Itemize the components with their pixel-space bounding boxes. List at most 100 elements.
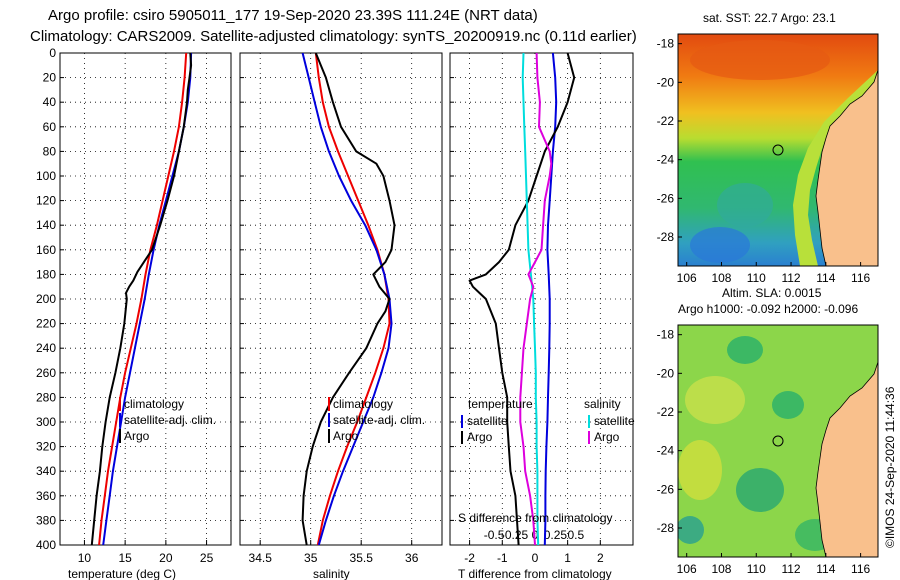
map-lat-label: -22: [657, 114, 675, 128]
s-tick-label: -0.5: [484, 528, 505, 542]
sla-high-patch: [678, 440, 722, 500]
difference-series: [468, 53, 576, 545]
depth-tick-label: 380: [36, 513, 56, 527]
temperature-legend: climatology satellite-adj. clim. Argo: [119, 397, 216, 443]
x-tick-label: 2: [597, 551, 604, 565]
map-lat-label: -28: [657, 230, 675, 244]
sla-low-patch: [772, 391, 804, 419]
sst-land: [815, 69, 878, 266]
title-line-1: Argo profile: csiro 5905011_177 19-Sep-2…: [48, 7, 538, 24]
sla-map-frame: [677, 324, 879, 558]
sla-map-title: Altim. SLA: 0.0015: [722, 286, 822, 300]
legend-temperature-heading: temperature: [468, 397, 533, 411]
sla-land: [815, 361, 878, 557]
x-tick-label: 0: [532, 551, 539, 565]
sla-map-heights: Argo h1000: -0.092 h2000: -0.096: [678, 302, 858, 316]
legend-satellite-adj-label: satellite-adj. clim.: [124, 413, 216, 427]
s-difference-tick-labels: -0.5-0.25 0 0.25 0.5: [484, 528, 585, 542]
sst-map-title: sat. SST: 22.7 Argo: 23.1: [703, 11, 836, 25]
title-line-2: Climatology: CARS2009. Satellite-adjuste…: [30, 28, 637, 45]
difference-grid: [450, 52, 633, 546]
series-climatology: [314, 53, 391, 545]
legend-t-satellite-label: satellite: [467, 414, 508, 428]
legend-s-argo-label: Argo: [594, 430, 620, 444]
depth-tick-label: 120: [36, 194, 56, 208]
x-tick-label: -2: [464, 551, 475, 565]
sst-map-frame: [677, 33, 879, 267]
series-salinity-argo: [519, 53, 553, 545]
map-lat-label: -18: [657, 37, 675, 51]
salinity-legend: climatology satellite-adj. clim. Argo: [328, 397, 425, 443]
temperature-tick-labels: 10 15 20 25: [78, 551, 214, 565]
x-tick-label: 15: [118, 551, 132, 565]
s-tick-label: 0.25: [544, 528, 568, 542]
legend-t-argo-label: Argo: [467, 430, 493, 444]
map-lon-label: 108: [711, 271, 731, 285]
depth-tick-label: 240: [36, 341, 56, 355]
sla-low-patch: [727, 336, 763, 364]
salinity-tick-labels: 34.5 35 35.5 36: [249, 551, 419, 565]
legend-climatology-label: climatology: [124, 397, 184, 411]
map-lat-label: -24: [657, 444, 675, 458]
map-lat-label: -26: [657, 482, 675, 496]
map-lon-label: 112: [781, 562, 800, 576]
map-lat-label: -20: [657, 75, 675, 89]
temperature-series: [90, 53, 193, 545]
series-salinity-satellite: [521, 53, 540, 545]
depth-tick-label: 0: [49, 46, 56, 60]
depth-tick-label: 340: [36, 464, 56, 478]
t-difference-axis-label: T difference from climatology: [458, 567, 612, 580]
sst-argo-marker: [772, 144, 784, 156]
depth-tick-labels: 0 20 40 60 80 100 120 140 160 180 200 220 240 260 280 3…: [36, 46, 56, 552]
map-lat-label: -18: [657, 328, 675, 342]
x-tick-label: 25: [200, 551, 214, 565]
sst-map: [678, 34, 878, 266]
depth-tick-label: 400: [36, 538, 56, 552]
map-lon-label: 114: [816, 271, 835, 285]
sla-map-ticks: 106 108 110 112 114 116 -18 -20 -22 -24 -26 -28: [657, 328, 871, 576]
depth-tick-label: 220: [36, 317, 56, 331]
depth-tick-label: 160: [36, 243, 56, 257]
map-lon-label: 106: [677, 562, 697, 576]
sst-cool-patch: [717, 183, 773, 227]
sla-high-patch: [685, 376, 745, 424]
s-tick-label: -0.25: [501, 528, 529, 542]
series-argo: [301, 53, 396, 545]
legend-salinity-heading: salinity: [584, 397, 621, 411]
depth-tick-label: 180: [36, 267, 56, 281]
depth-tick-label: 300: [36, 415, 56, 429]
legend-climatology-label: climatology: [333, 397, 393, 411]
difference-legend: temperature satellite Argo salinity sate…: [461, 397, 635, 444]
temperature-grid: [60, 52, 231, 546]
series-argo: [90, 53, 193, 545]
depth-tick-label: 200: [36, 292, 56, 306]
legend-satellite-adj-label: satellite-adj. clim.: [333, 413, 425, 427]
series-temperature-argo: [468, 53, 576, 545]
depth-tick-label: 80: [43, 144, 57, 158]
imos-credit: ©IMOS 24-Sep-2020 11:44:36: [883, 386, 897, 548]
depth-tick-label: 360: [36, 489, 56, 503]
x-tick-label: 35: [304, 551, 318, 565]
map-lat-label: -28: [657, 521, 675, 535]
temperature-axis-label: temperature (deg C): [68, 567, 176, 580]
map-lon-label: 108: [711, 562, 731, 576]
x-tick-label: 1: [564, 551, 571, 565]
depth-tick-label: 280: [36, 390, 56, 404]
s-difference-axis-label: S difference from climatology: [458, 511, 613, 525]
salinity-axis-label: salinity: [313, 567, 350, 580]
map-lon-label: 112: [781, 271, 800, 285]
depth-tick-label: 60: [43, 120, 57, 134]
depth-tick-label: 140: [36, 218, 56, 232]
sla-argo-marker: [772, 435, 784, 447]
sla-low-patch: [736, 468, 784, 512]
map-lat-label: -22: [657, 405, 675, 419]
sla-map: [678, 325, 878, 557]
s-tick-label: 0.5: [567, 528, 584, 542]
depth-tick-label: 40: [43, 95, 57, 109]
depth-tick-label: 260: [36, 366, 56, 380]
map-lat-label: -26: [657, 191, 675, 205]
legend-argo-label: Argo: [333, 429, 359, 443]
depth-tick-label: 20: [43, 71, 57, 85]
x-tick-label: 10: [78, 551, 92, 565]
